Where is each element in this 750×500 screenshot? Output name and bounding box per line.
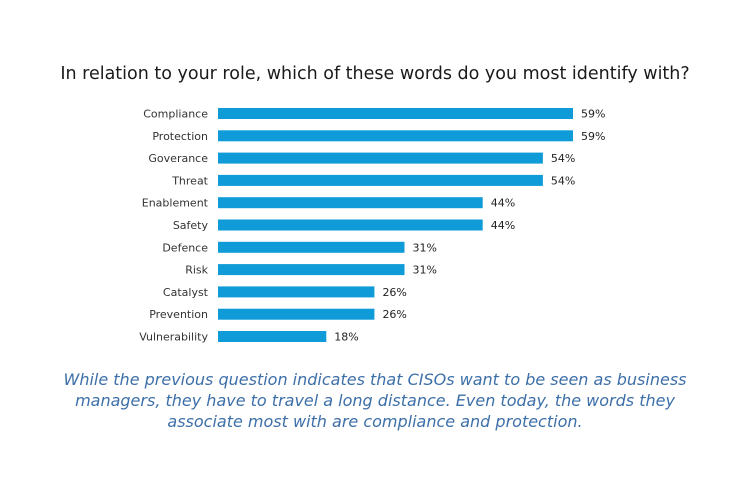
value-label-catalyst: 26%	[382, 286, 406, 299]
bar-defence	[218, 241, 405, 253]
bar-threat	[218, 174, 543, 186]
category-label-compliance: Compliance	[143, 108, 208, 121]
category-label-goverance: Goverance	[148, 152, 208, 165]
value-label-protection: 59%	[581, 130, 605, 143]
bar-goverance	[218, 152, 543, 164]
category-label-protection: Protection	[152, 130, 208, 143]
bar-enablement	[218, 197, 483, 209]
value-label-defence: 31%	[413, 241, 437, 254]
bar-protection	[218, 130, 573, 142]
category-label-prevention: Prevention	[149, 308, 208, 321]
bar-catalyst	[218, 286, 375, 298]
category-label-vulnerability: Vulnerability	[139, 331, 208, 344]
bar-safety	[218, 219, 483, 231]
bar-vulnerability	[218, 331, 327, 342]
value-label-vulnerability: 18%	[334, 331, 358, 344]
value-label-compliance: 59%	[581, 108, 605, 121]
value-label-goverance: 54%	[551, 152, 575, 165]
bar-prevention	[218, 308, 375, 320]
bar-risk	[218, 264, 405, 276]
value-label-threat: 54%	[551, 174, 575, 187]
value-label-enablement: 44%	[491, 197, 515, 210]
category-label-defence: Defence	[162, 241, 208, 254]
value-label-prevention: 26%	[382, 308, 406, 321]
category-label-risk: Risk	[185, 264, 208, 277]
category-label-enablement: Enablement	[142, 197, 209, 210]
value-label-risk: 31%	[413, 264, 437, 277]
value-label-safety: 44%	[491, 219, 515, 232]
chart-title: In relation to your role, which of these…	[60, 64, 690, 84]
chart-caption: While the previous question indicates th…	[63, 370, 687, 431]
category-label-catalyst: Catalyst	[163, 286, 209, 299]
category-label-safety: Safety	[173, 219, 209, 232]
bar-compliance	[218, 108, 573, 119]
bar-chart: Compliance 59% Protection 59% Goverance 54% Th…	[139, 108, 605, 344]
bars-layer: Compliance 59% Protection 59% Goverance 54% Th…	[139, 108, 605, 344]
category-label-threat: Threat	[171, 174, 208, 187]
